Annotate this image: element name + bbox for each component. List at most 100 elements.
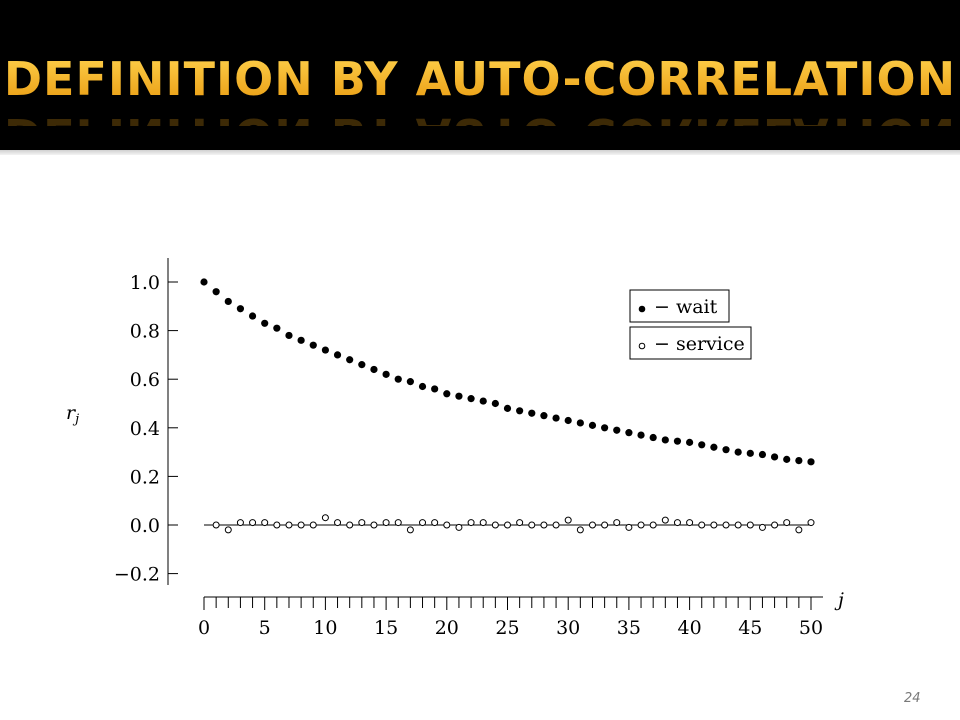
chart-legend: − wait − service: [629, 289, 752, 360]
service-point: [224, 526, 232, 534]
wait-point: [200, 278, 208, 286]
service-point: [261, 519, 269, 527]
service-point: [479, 519, 487, 527]
x-tick-label: 30: [556, 617, 580, 639]
x-tick-label: 10: [313, 617, 337, 639]
service-point: [406, 526, 414, 534]
service-point: [285, 521, 293, 529]
service-point: [394, 519, 402, 527]
wait-point: [394, 375, 402, 383]
wait-point: [576, 419, 584, 427]
wait-point: [273, 324, 281, 332]
service-point: [758, 523, 766, 531]
service-point: [358, 519, 366, 527]
wait-point: [758, 450, 767, 459]
legend-marker-service: [638, 342, 646, 350]
chart-labels: j rj: [66, 402, 844, 611]
service-point: [309, 521, 317, 529]
wait-point: [224, 297, 232, 306]
wait-point: [734, 448, 742, 456]
wait-point: [710, 443, 718, 451]
service-point: [528, 521, 536, 529]
legend-marker-wait: [638, 305, 646, 313]
x-tick-label: 0: [198, 617, 210, 639]
service-point: [588, 521, 596, 529]
slide-header: [0, 0, 960, 150]
y-axis-label: rj: [66, 402, 79, 427]
wait-point: [297, 336, 305, 344]
wait-point: [406, 378, 414, 386]
wait-point: [807, 458, 815, 466]
wait-point: [564, 416, 572, 425]
wait-point: [236, 305, 245, 313]
service-point: [540, 521, 548, 529]
wait-point: [601, 424, 609, 432]
wait-point: [552, 414, 560, 422]
chart-marks: [200, 278, 815, 534]
service-point: [807, 519, 815, 527]
y-tick-label: 0.8: [130, 321, 160, 343]
service-point: [601, 521, 609, 529]
wait-point: [613, 426, 621, 434]
chart-axes: 1.0 0.8 0.6 0.4 0.2 0.0 −0.2 0 5 10 15 20 25 30 35 40 45…: [114, 258, 823, 639]
y-tick-label: 0.0: [130, 515, 160, 537]
wait-point: [358, 361, 366, 369]
service-point: [625, 523, 633, 531]
wait-point: [528, 409, 536, 417]
x-tick-label: 20: [435, 617, 459, 639]
service-point: [661, 516, 669, 524]
wait-point: [491, 399, 499, 408]
wait-point: [503, 404, 512, 412]
service-point: [673, 519, 681, 527]
service-point: [467, 519, 475, 527]
wait-point: [479, 397, 487, 405]
wait-point: [661, 436, 669, 444]
wait-point: [333, 351, 342, 359]
service-point: [552, 521, 560, 529]
y-tick-label: 1.0: [130, 272, 160, 294]
service-point: [321, 514, 329, 522]
x-tick-label: 40: [678, 617, 702, 639]
service-point: [249, 519, 257, 527]
service-point: [431, 519, 439, 527]
y-tick-label: 0.2: [130, 466, 160, 488]
wait-point: [686, 438, 694, 446]
service-point: [564, 516, 572, 524]
legend-label-service: − service: [654, 333, 745, 355]
service-point: [273, 521, 281, 529]
wait-point: [443, 390, 451, 398]
wait-point: [625, 429, 633, 437]
service-point: [637, 521, 645, 529]
x-tick-label: 5: [259, 617, 271, 639]
wait-point: [248, 312, 257, 320]
wait-point: [770, 453, 779, 461]
legend-box-wait: [629, 289, 730, 323]
wait-point: [540, 412, 548, 420]
legend-box-service: [629, 326, 752, 360]
legend-label-wait: − wait: [654, 296, 718, 318]
wait-point: [588, 421, 597, 429]
service-point: [795, 526, 803, 534]
service-point: [722, 521, 730, 529]
x-axis-label: j: [834, 589, 844, 611]
service-point: [698, 521, 706, 529]
service-point: [686, 519, 694, 527]
wait-point: [783, 455, 791, 463]
x-tick-label: 35: [617, 617, 641, 639]
service-point: [334, 519, 342, 527]
x-tick-label: 45: [738, 617, 762, 639]
wait-point: [309, 341, 317, 349]
service-point: [455, 523, 463, 531]
service-point: [443, 521, 451, 529]
y-tick-label: −0.2: [114, 564, 160, 586]
service-point: [382, 519, 390, 527]
service-point: [419, 519, 427, 527]
service-point: [370, 521, 378, 529]
service-point: [710, 521, 718, 529]
wait-point: [346, 356, 354, 364]
wait-point: [673, 437, 682, 445]
slide-title: Definition by Auto-Correlation: [0, 52, 960, 106]
y-tick-label: 0.6: [130, 369, 160, 391]
wait-point: [467, 395, 475, 403]
